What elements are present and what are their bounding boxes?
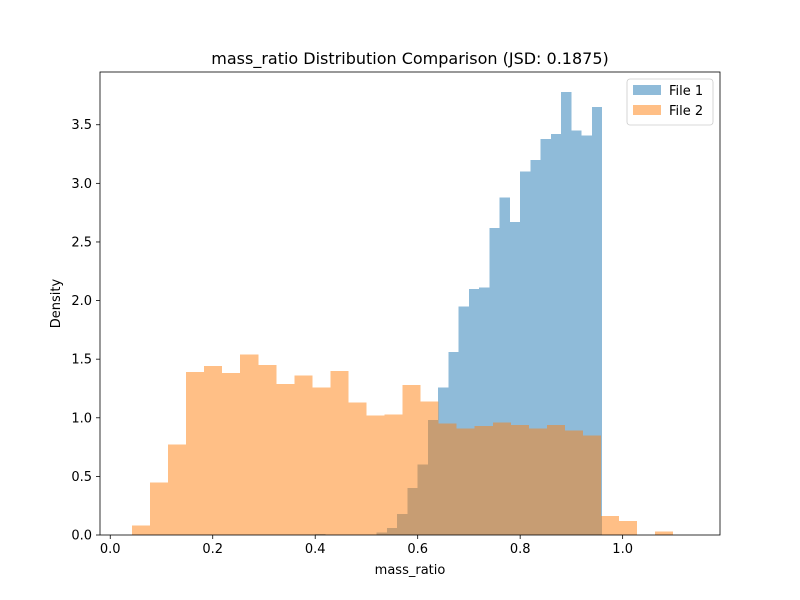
bar	[366, 415, 385, 535]
bar	[312, 387, 331, 535]
bar	[546, 424, 565, 535]
bar	[510, 424, 529, 535]
bar	[474, 425, 493, 535]
y-tick-label: 2.5	[71, 235, 92, 250]
legend-swatch-file-2	[633, 105, 661, 115]
legend-label-file-2: File 2	[669, 104, 703, 119]
bar	[132, 525, 151, 535]
y-tick-label: 3.5	[71, 118, 92, 133]
bar	[582, 435, 601, 535]
bar	[438, 423, 457, 535]
bar	[456, 428, 475, 535]
x-tick-label: 1.0	[612, 542, 633, 557]
bar	[186, 372, 205, 535]
bar	[581, 135, 592, 535]
x-tick-label: 0.2	[202, 542, 223, 557]
y-tick-label: 0.0	[71, 529, 92, 544]
bar	[530, 159, 541, 536]
bar	[240, 354, 259, 535]
y-axis-ticks: 0.0 0.5 1.0 1.5 2.0 2.5 3.0 3.5	[71, 118, 100, 544]
y-tick-label: 1.5	[71, 353, 92, 368]
bar	[479, 287, 490, 535]
series-2-bars	[132, 354, 674, 535]
bar	[276, 383, 295, 535]
bar	[402, 384, 421, 535]
bar	[330, 370, 349, 535]
bar	[222, 373, 241, 535]
bar	[168, 444, 187, 535]
bars-layer	[132, 91, 674, 536]
y-tick-label: 1.0	[71, 411, 92, 426]
bar	[540, 138, 551, 535]
bar	[489, 227, 500, 535]
legend-label-file-1: File 1	[669, 84, 703, 99]
x-tick-label: 0.4	[305, 542, 326, 557]
bar	[499, 197, 510, 535]
legend: File 1 File 2	[626, 78, 714, 126]
bar	[509, 222, 521, 535]
bar	[348, 402, 367, 535]
bar	[150, 482, 169, 535]
bar	[528, 428, 547, 535]
x-axis-ticks: 0.0 0.2 0.4 0.6 0.8 1.0	[100, 535, 633, 557]
bar	[520, 171, 531, 535]
bar	[420, 401, 439, 535]
bar	[600, 516, 620, 535]
y-tick-label: 3.0	[71, 177, 92, 192]
x-tick-label: 0.8	[510, 542, 531, 557]
bar	[258, 365, 277, 535]
bar	[655, 531, 674, 535]
axes-frame	[99, 71, 721, 536]
y-axis-label: Density	[49, 278, 64, 328]
bar	[619, 520, 638, 535]
y-tick-label: 2.0	[71, 294, 92, 309]
legend-swatch-file-1	[633, 85, 661, 95]
bar	[458, 306, 469, 535]
x-tick-label: 0.6	[407, 542, 428, 557]
bar	[384, 414, 403, 535]
bar	[468, 288, 480, 535]
chart-title: mass_ratio Distribution Comparison (JSD:…	[211, 49, 609, 69]
bar	[294, 375, 313, 535]
x-axis-label: mass_ratio	[375, 563, 446, 578]
y-tick-label: 0.5	[71, 470, 92, 485]
bar	[204, 366, 223, 535]
bar	[492, 422, 511, 535]
x-tick-label: 0.0	[100, 542, 121, 557]
bar	[571, 130, 582, 535]
bar	[550, 134, 562, 535]
bar	[564, 430, 583, 535]
bar	[591, 107, 603, 536]
bar	[561, 91, 572, 536]
